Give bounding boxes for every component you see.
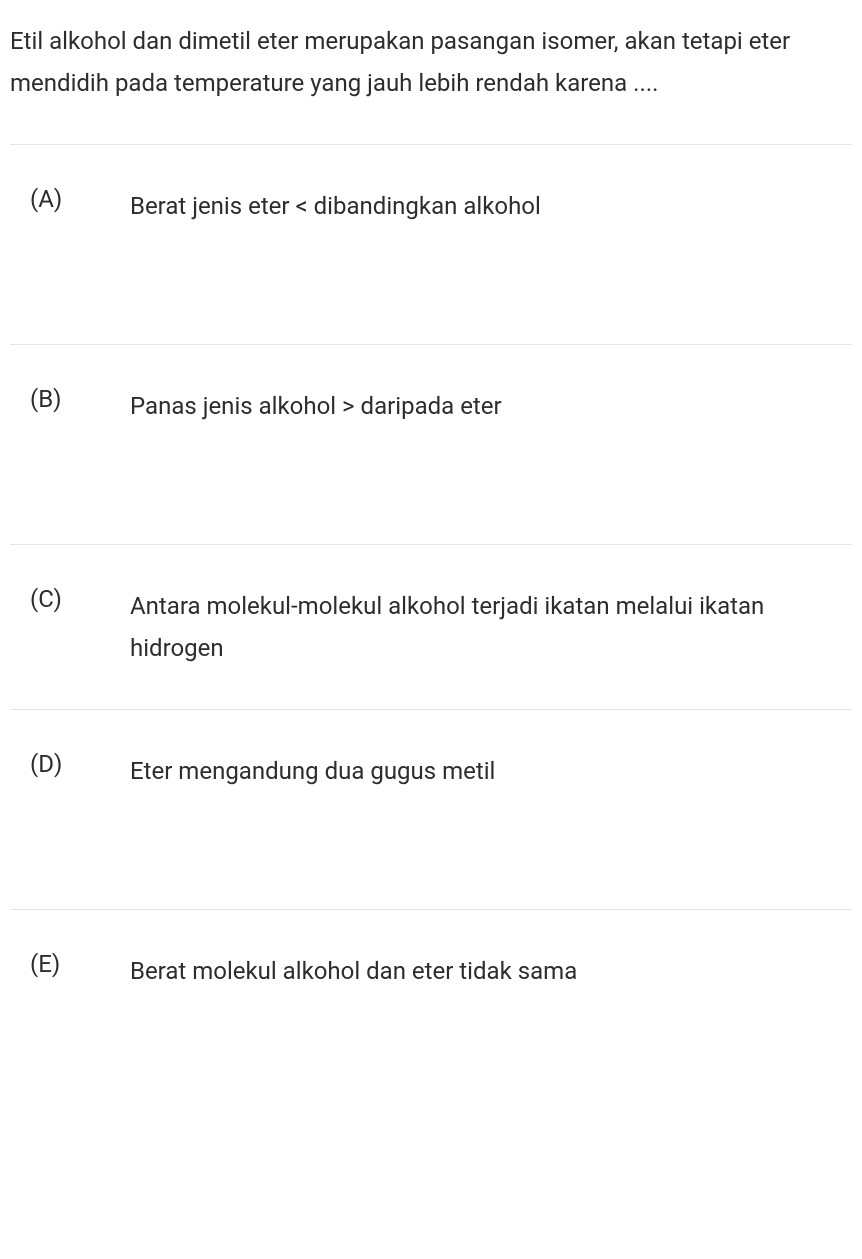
option-label-c: (C) — [10, 585, 130, 613]
option-text-e: Berat molekul alkohol dan eter tidak sam… — [130, 950, 852, 992]
option-row-b[interactable]: (B) Panas jenis alkohol > daripada eter — [10, 344, 852, 544]
question-text: Etil alkohol dan dimetil eter merupakan … — [10, 20, 852, 144]
option-row-a[interactable]: (A) Berat jenis eter < dibandingkan alko… — [10, 144, 852, 344]
option-text-d: Eter mengandung dua gugus metil — [130, 750, 852, 792]
option-row-d[interactable]: (D) Eter mengandung dua gugus metil — [10, 709, 852, 909]
option-label-a: (A) — [10, 185, 130, 213]
option-label-d: (D) — [10, 750, 130, 778]
question-container: Etil alkohol dan dimetil eter merupakan … — [0, 0, 862, 1109]
options-container: (A) Berat jenis eter < dibandingkan alko… — [10, 144, 852, 1109]
option-text-a: Berat jenis eter < dibandingkan alkohol — [130, 185, 852, 227]
option-row-e[interactable]: (E) Berat molekul alkohol dan eter tidak… — [10, 909, 852, 1109]
option-label-b: (B) — [10, 385, 130, 413]
option-text-c: Antara molekul-molekul alkohol terjadi i… — [130, 585, 852, 669]
option-label-e: (E) — [10, 950, 130, 978]
option-row-c[interactable]: (C) Antara molekul-molekul alkohol terja… — [10, 544, 852, 709]
option-text-b: Panas jenis alkohol > daripada eter — [130, 385, 852, 427]
